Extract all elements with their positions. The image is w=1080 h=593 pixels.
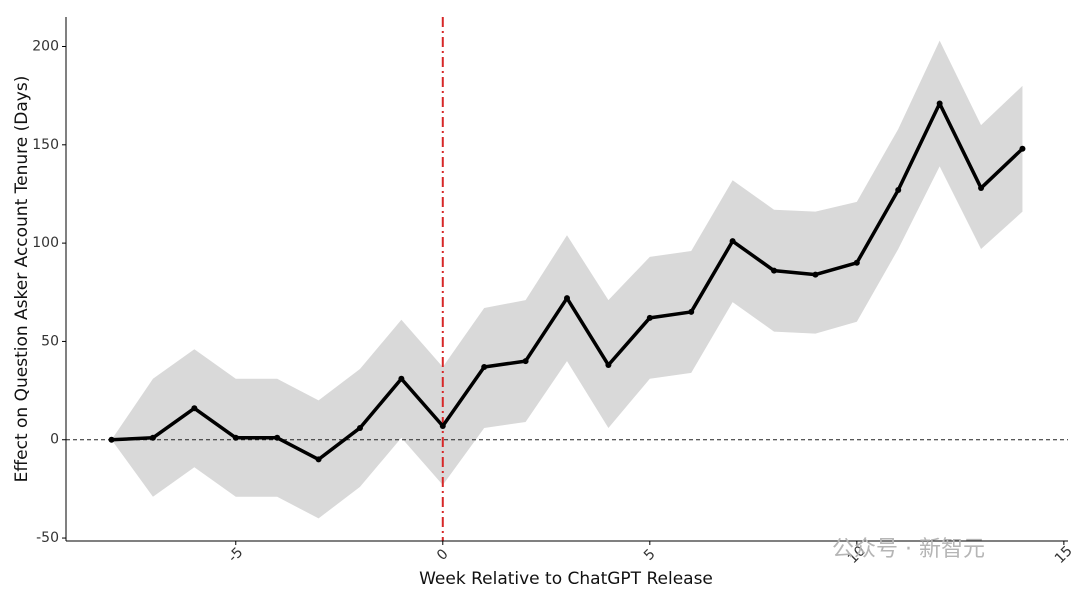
estimate-point [729, 238, 736, 245]
y-tick-label: 50 [41, 333, 59, 349]
y-tick-label: -50 [36, 530, 59, 546]
y-tick-label: 0 [50, 432, 59, 448]
x-tick-label: 15 [1052, 543, 1076, 567]
estimate-point [771, 267, 778, 274]
estimate-point [522, 358, 529, 365]
estimate-point [895, 187, 902, 194]
estimate-point [688, 308, 695, 315]
confidence-band [111, 40, 1023, 519]
watermark: 公众号 · 新智元 [832, 537, 985, 562]
estimate-point [315, 456, 322, 463]
estimate-point [356, 424, 363, 431]
estimate-point [191, 405, 198, 412]
estimate-point [936, 100, 943, 107]
x-axis-title: Week Relative to ChatGPT Release [419, 569, 713, 589]
estimate-point [1019, 145, 1026, 152]
estimate-point [398, 375, 405, 382]
estimate-point [149, 434, 156, 441]
x-tick-label: 0 [434, 546, 452, 564]
estimate-point [812, 271, 819, 278]
estimate-point [564, 295, 570, 302]
estimate-point [605, 362, 612, 369]
y-axis-title: Effect on Question Asker Account Tenure … [12, 76, 32, 483]
x-tick-label: -5 [225, 544, 246, 565]
estimate-point [978, 185, 985, 192]
estimate-point [108, 436, 115, 443]
estimate-point [853, 259, 860, 266]
y-tick-label: 200 [32, 38, 59, 54]
x-tick-label: 5 [641, 546, 659, 564]
estimate-point [646, 314, 653, 321]
estimate-point [274, 434, 281, 441]
estimate-point [481, 363, 488, 370]
y-tick-label: 100 [32, 235, 59, 251]
y-tick-label: 150 [32, 137, 59, 153]
estimate-point [232, 434, 239, 441]
estimate-point [439, 422, 446, 429]
